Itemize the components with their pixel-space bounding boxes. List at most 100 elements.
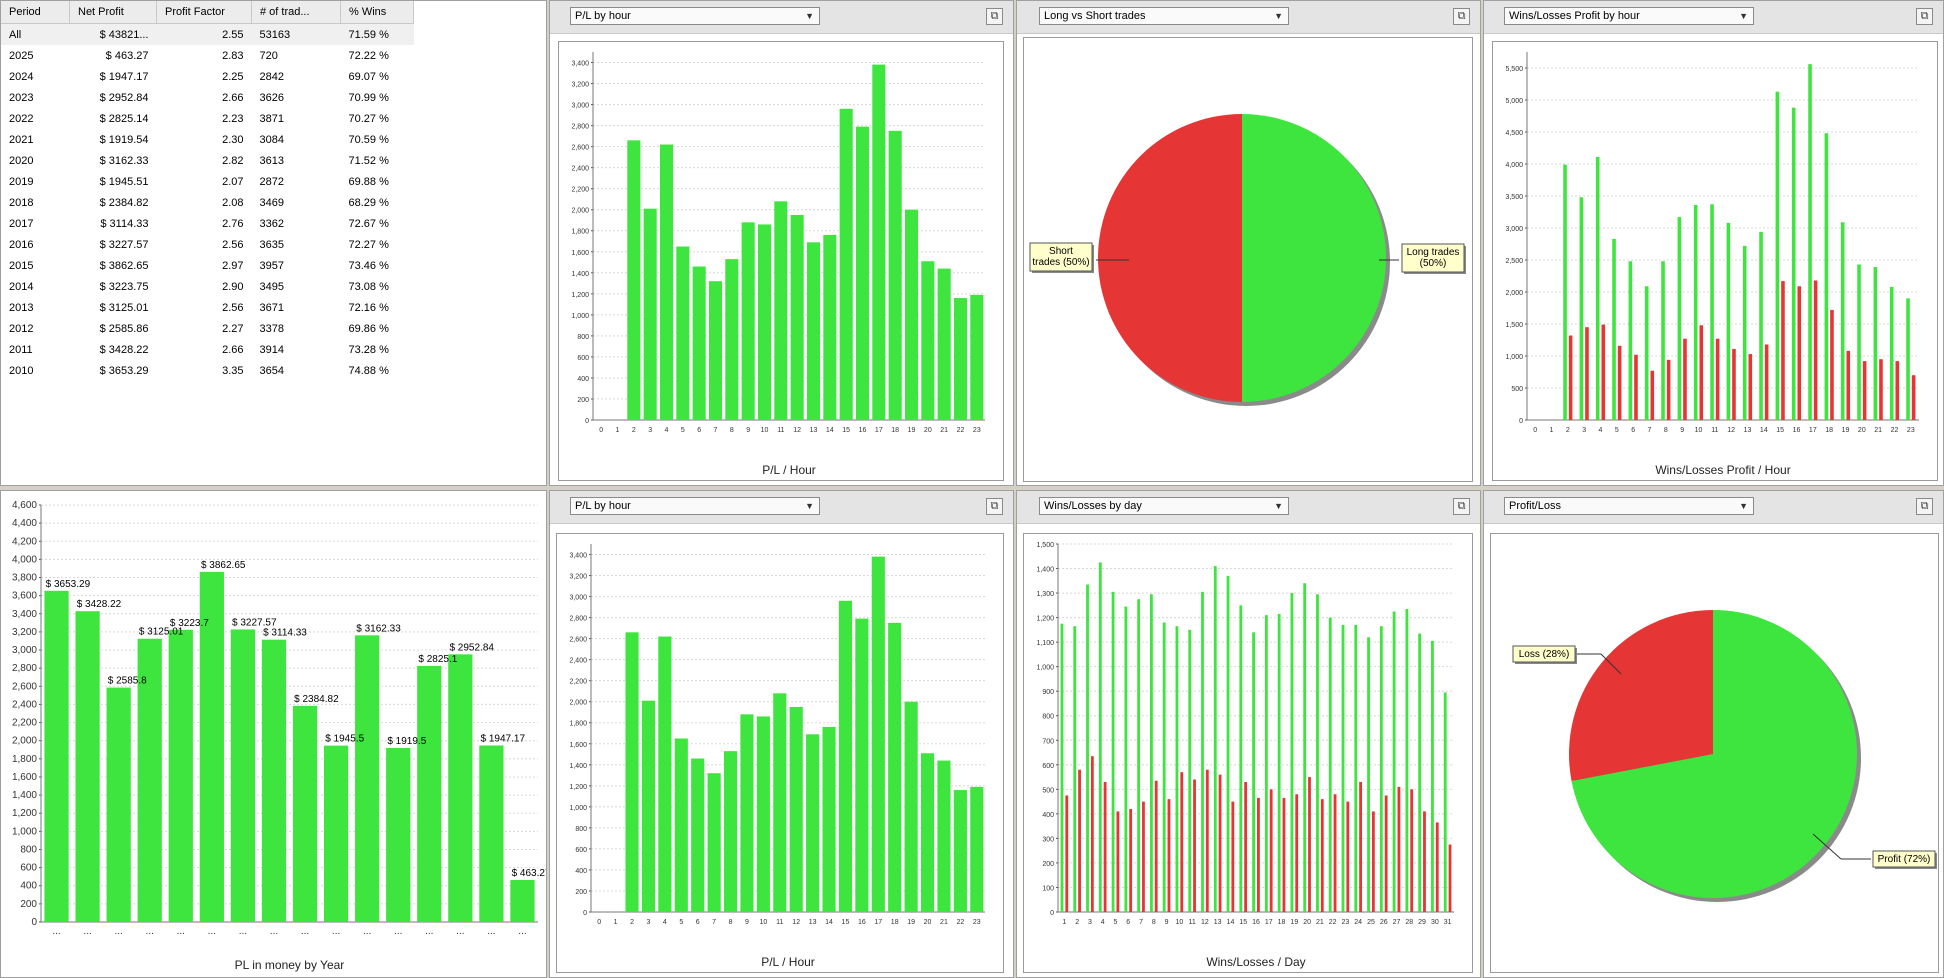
- x-tick-label: 1: [1550, 427, 1554, 434]
- table-cell: 2016: [9, 238, 34, 251]
- table-row[interactable]: 2023 $ 2952.84 2.66 3626 70.99 %: [1, 87, 414, 108]
- chart-type-select[interactable]: Profit/Loss ▼: [1504, 497, 1754, 515]
- bar: [1129, 808, 1133, 912]
- table-cell: 69.86 %: [348, 322, 389, 335]
- chart-type-select[interactable]: Wins/Losses by day ▼: [1039, 497, 1289, 515]
- y-tick-label: 3,000: [12, 645, 37, 656]
- x-tick-label: ...: [177, 926, 185, 937]
- bar: [1895, 361, 1900, 420]
- table-cell: 2.83: [222, 49, 244, 62]
- table-row[interactable]: 2021 $ 1919.54 2.30 3084 70.59 %: [1, 129, 414, 150]
- y-tick-label: 4,200: [12, 536, 37, 547]
- bar: [1423, 811, 1426, 912]
- bar: [1098, 562, 1102, 912]
- x-tick-label: 13: [1744, 427, 1752, 434]
- y-tick-label: 1,400: [12, 790, 37, 801]
- bar: [1781, 281, 1785, 420]
- bar: [888, 130, 902, 420]
- bar: [1201, 591, 1204, 912]
- x-tick-label: 22: [1329, 919, 1337, 926]
- table-row[interactable]: 2011 $ 3428.22 2.66 3914 73.28 %: [1, 339, 414, 360]
- y-tick-label: 1,800: [12, 754, 37, 765]
- maximize-button[interactable]: ⧉: [1916, 498, 1933, 515]
- bar: [1354, 624, 1358, 912]
- table-row[interactable]: 2013 $ 3125.01 2.56 3671 72.16 %: [1, 297, 414, 318]
- column-header[interactable]: # of trad...: [251, 1, 341, 24]
- bar: [1333, 794, 1337, 912]
- table-cell: 74.88 %: [348, 364, 389, 377]
- x-tick-label: 11: [1711, 427, 1718, 434]
- table-row[interactable]: 2019 $ 1945.51 2.07 2872 69.88 %: [1, 171, 414, 192]
- x-tick-label: 2: [1566, 427, 1570, 434]
- bar: [323, 745, 349, 922]
- data-label: $ 3223.7: [170, 618, 209, 629]
- table-cell: 3957: [259, 259, 284, 272]
- table-row[interactable]: 2012 $ 2585.86 2.27 3378 69.86 %: [1, 318, 414, 339]
- x-tick-label: 4: [665, 427, 669, 434]
- bar: [1650, 370, 1655, 420]
- x-tick-label: 13: [809, 919, 817, 926]
- y-tick-label: 1,500: [1036, 542, 1054, 549]
- x-tick-label: 1: [614, 919, 618, 926]
- bar: [872, 64, 886, 421]
- column-header[interactable]: % Wins: [340, 1, 414, 24]
- maximize-button[interactable]: ⧉: [986, 8, 1003, 25]
- table-row[interactable]: 2016 $ 3227.57 2.56 3635 72.27 %: [1, 234, 414, 255]
- pie-slice: [1098, 114, 1242, 402]
- chart-type-select[interactable]: Long vs Short trades ▼: [1039, 7, 1289, 25]
- column-header[interactable]: Profit Factor: [156, 1, 252, 24]
- maximize-icon: ⧉: [1920, 10, 1929, 22]
- maximize-button[interactable]: ⧉: [1453, 498, 1470, 515]
- bar: [1435, 822, 1439, 912]
- bar: [1073, 626, 1077, 912]
- bar: [1086, 584, 1089, 912]
- period-table: Period Net Profit Profit Factor # of trad..…: [1, 1, 414, 381]
- table-cell: 2011: [9, 343, 33, 356]
- y-tick-label: 3,000: [569, 595, 587, 602]
- column-header[interactable]: Net Profit: [69, 1, 157, 24]
- chart-type-select[interactable]: Wins/Losses Profit by hour ▼: [1504, 7, 1754, 25]
- long-vs-short-panel: Long vs Short trades ▼ ⧉ Long trades (50%)…: [1016, 0, 1481, 486]
- bar: [1193, 779, 1196, 912]
- y-tick-label: 800: [575, 826, 587, 833]
- bar: [1857, 264, 1861, 420]
- table-row[interactable]: 2014 $ 3223.75 2.90 3495 73.08 %: [1, 276, 414, 297]
- x-tick-label: 17: [874, 919, 882, 926]
- x-tick-label: 17: [875, 427, 883, 434]
- table-row[interactable]: 2024 $ 1947.17 2.25 2842 69.07 %: [1, 66, 414, 87]
- table-row[interactable]: 2010 $ 3653.29 3.35 3654 74.88 %: [1, 360, 414, 381]
- chart-type-select[interactable]: P/L by hour ▼: [570, 497, 820, 515]
- table-row[interactable]: 2018 $ 2384.82 2.08 3469 68.29 %: [1, 192, 414, 213]
- x-tick-label: 12: [793, 427, 801, 434]
- bar: [855, 126, 870, 420]
- select-value: Profit/Loss: [1509, 500, 1561, 512]
- y-tick-label: 200: [20, 899, 37, 910]
- table-cell: 2.56: [222, 301, 244, 314]
- maximize-button[interactable]: ⧉: [1916, 8, 1933, 25]
- chart-type-select[interactable]: P/L by hour ▼: [570, 7, 820, 25]
- bar: [658, 636, 672, 912]
- wins-losses-by-day-panel: Wins/Losses by day ▼ ⧉ 0 100 200 300 400 500 60…: [1016, 490, 1481, 978]
- table-row[interactable]: 2020 $ 3162.33 2.82 3613 71.52 %: [1, 150, 414, 171]
- y-tick-label: 1,800: [571, 229, 589, 236]
- chevron-down-icon: ▼: [805, 11, 814, 21]
- table-cell: 69.88 %: [348, 175, 389, 188]
- table-row[interactable]: 2017 $ 3114.33 2.76 3362 72.67 %: [1, 213, 414, 234]
- bar: [1759, 231, 1763, 420]
- maximize-button[interactable]: ⧉: [986, 498, 1003, 515]
- x-tick-label: 18: [1278, 919, 1286, 926]
- bar: [1060, 623, 1064, 912]
- table-row[interactable]: 2022 $ 2825.14 2.23 3871 70.27 %: [1, 108, 414, 129]
- table-cell: 3613: [259, 154, 284, 167]
- maximize-button[interactable]: ⧉: [1453, 8, 1470, 25]
- bar: [970, 294, 984, 420]
- table-row[interactable]: 2025 $ 463.27 2.83 720 72.22 %: [1, 45, 414, 66]
- column-header[interactable]: Period: [1, 1, 70, 24]
- table-row[interactable]: All $ 43821... 2.55 53163 71.59 %: [1, 23, 414, 45]
- table-cell: 2022: [9, 112, 34, 125]
- bar: [920, 753, 935, 912]
- table-row[interactable]: 2015 $ 3862.65 2.97 3957 73.46 %: [1, 255, 414, 276]
- bar: [1405, 609, 1409, 912]
- table-cell: 2012: [9, 322, 34, 335]
